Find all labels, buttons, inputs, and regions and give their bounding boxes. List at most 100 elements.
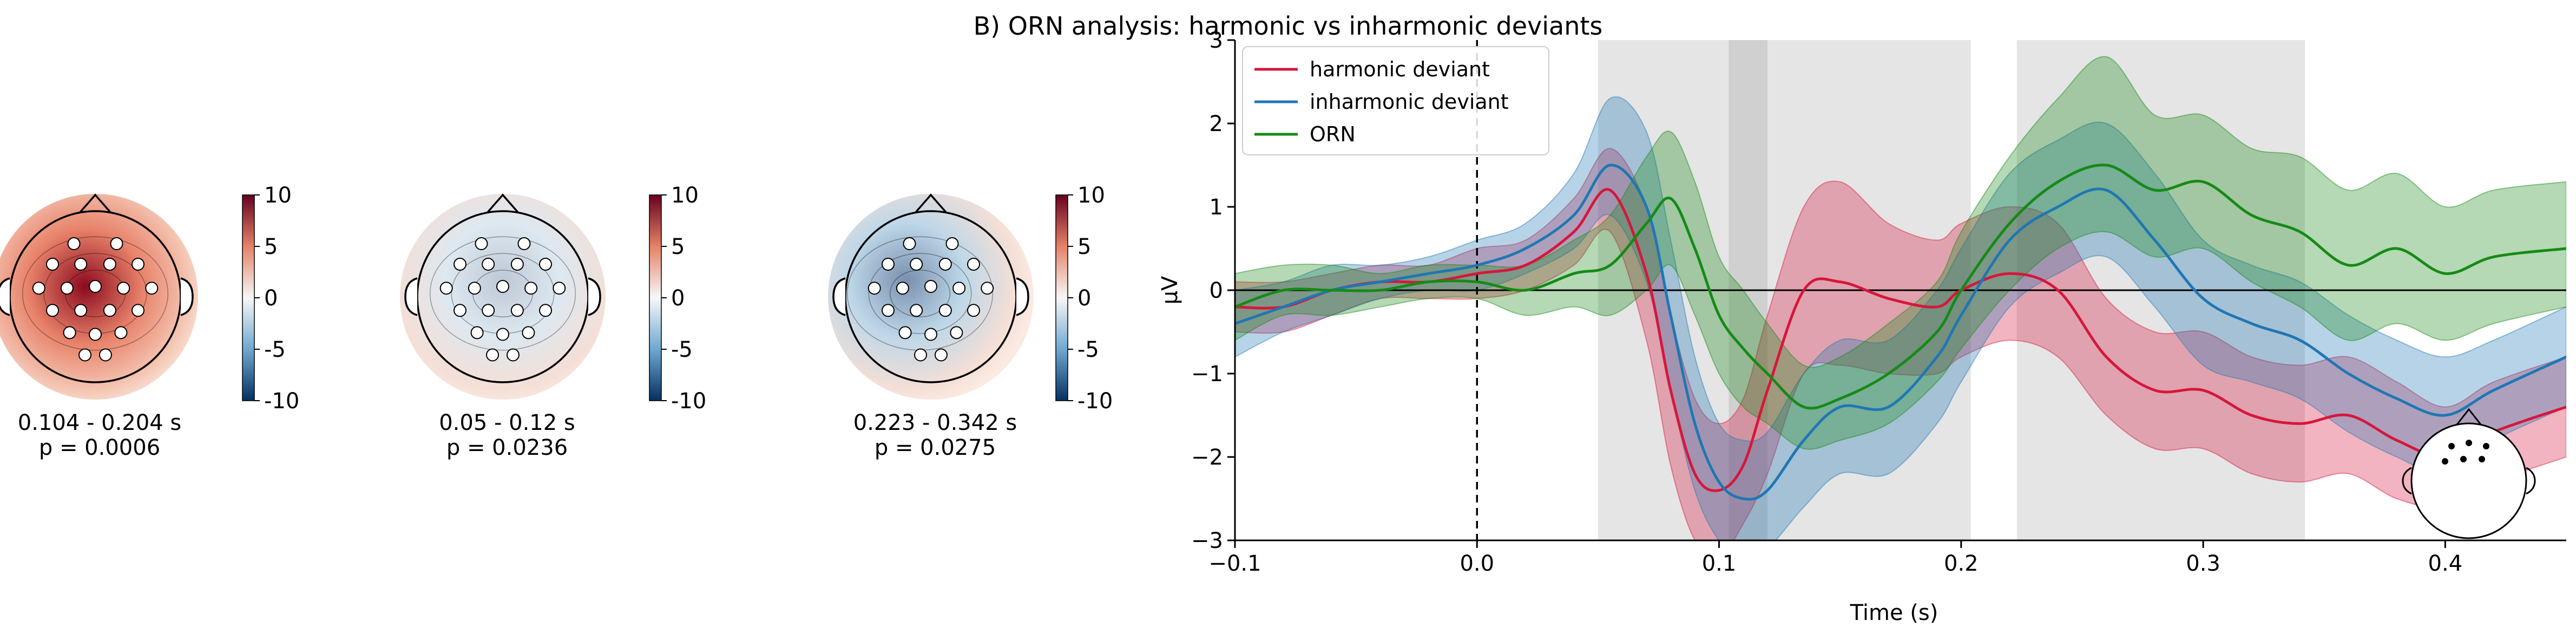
- topomap-contour: [429, 236, 576, 351]
- y-tick-label: −3: [1191, 528, 1223, 553]
- colorbar-tick-label: 10: [1077, 183, 1105, 208]
- topomap-electrode: [934, 348, 948, 362]
- topomap-electrode: [945, 237, 959, 251]
- topomap-electrode: [882, 257, 895, 271]
- topomap-electrode: [89, 328, 102, 341]
- topomap-electrode: [103, 257, 116, 271]
- colorbar-tick-label: -5: [1077, 337, 1099, 362]
- topomap-electrode: [938, 304, 952, 317]
- topomap-electrode: [898, 326, 912, 339]
- topomap-1: 0.104 - 0.204 sp = 0.0006 10 5 0 -5 -10: [0, 183, 299, 460]
- topomap-electrode: [63, 326, 76, 339]
- topomap-electrode: [868, 282, 881, 295]
- legend-label-inharmonic: inharmonic deviant: [1310, 90, 1509, 114]
- series-line-harmonic: [1235, 188, 2566, 492]
- colorbar-tick-label: -5: [671, 337, 693, 362]
- topomap-electrode: [924, 328, 937, 341]
- topomap-electrode: [517, 237, 531, 251]
- colorbar-tick-label: 0: [1077, 286, 1091, 311]
- x-tick-label: 0.0: [1460, 551, 1494, 576]
- colorbar: [1055, 194, 1068, 401]
- topomap-electrode: [952, 282, 966, 295]
- inset-sensor-dot: [2460, 456, 2467, 462]
- topomap-p-label: p = 0.0236: [446, 435, 568, 460]
- band-orn: [1235, 56, 2566, 450]
- topomap-electrode: [896, 282, 909, 295]
- topomap-ear-left: [404, 277, 418, 316]
- topomap-electrode: [882, 304, 895, 317]
- inset-sensor-dot: [2479, 456, 2485, 462]
- x-tick-label: 0.1: [1702, 551, 1737, 576]
- topomap-electrode: [506, 348, 520, 362]
- topomap-nose: [79, 193, 111, 213]
- topomap-field: [0, 194, 198, 400]
- inset-ear-left: [2402, 467, 2412, 495]
- legend-frame: [1242, 46, 1549, 155]
- topomap-electrode: [482, 304, 495, 317]
- topomap-electrode: [132, 257, 144, 271]
- y-tick-label: 3: [1210, 28, 1223, 53]
- topomap-electrode: [967, 257, 980, 271]
- topomap-contour: [868, 253, 972, 334]
- topomap-electrode: [981, 282, 994, 295]
- topomap-electrode: [522, 326, 535, 339]
- topomap-electrode: [470, 326, 484, 339]
- topomap-electrode: [510, 304, 524, 317]
- colorbar-tick-label: 5: [1077, 234, 1091, 259]
- inset-sensor-dot: [2448, 443, 2455, 449]
- legend: harmonic deviant inharmonic deviant ORN: [1242, 46, 1549, 155]
- topomap-electrode: [67, 237, 81, 251]
- topomap-ear-left: [0, 277, 10, 316]
- topomap-electrode: [482, 257, 495, 271]
- topomap-electrode: [910, 304, 923, 317]
- topomap-electrode: [486, 348, 500, 362]
- sensor-inset-head: [2402, 408, 2536, 539]
- topomap-electrode: [454, 257, 466, 271]
- topomap-field: [828, 194, 1034, 400]
- x-tick-label: 0.2: [1944, 551, 1979, 576]
- colorbar-tick-label: -5: [264, 337, 286, 362]
- topomap-electrode: [78, 348, 92, 362]
- colorbar-tick-label: -10: [1077, 389, 1113, 414]
- colorbar-tick-label: -10: [264, 389, 299, 414]
- topomap-electrode: [496, 280, 509, 293]
- inset-head-outline: [2410, 422, 2527, 539]
- x-tick-label: 0.3: [2186, 551, 2220, 576]
- topomap-electrode: [510, 257, 524, 271]
- topomap-electrode: [950, 326, 963, 339]
- topomap-electrode: [74, 304, 88, 317]
- topomap-electrode: [539, 304, 552, 317]
- x-axis-label: Time (s): [1850, 600, 1938, 625]
- inset-nose: [2456, 408, 2482, 425]
- topomap-electrode: [74, 257, 88, 271]
- topomap-contour: [22, 236, 169, 351]
- topomap-electrode: [967, 304, 980, 317]
- topomap-contour: [889, 270, 951, 317]
- topomap-p-label: p = 0.0275: [875, 435, 996, 460]
- topomap-electrode: [539, 257, 552, 271]
- topomap-electrode: [524, 282, 538, 295]
- topomap-ear-left: [832, 277, 846, 316]
- topomap-nose: [487, 193, 519, 213]
- topomap-electrode: [468, 282, 481, 295]
- topomap-ear-right: [1016, 277, 1029, 316]
- topomap-electrode: [98, 348, 112, 362]
- topomap-ear-right: [180, 277, 194, 316]
- colorbar-tick-label: 10: [264, 183, 292, 208]
- colorbar-tick-label: 0: [671, 286, 685, 311]
- topomap-electrode: [117, 282, 130, 295]
- y-tick-label: −2: [1191, 445, 1223, 470]
- inset-sensor-dot: [2466, 440, 2472, 446]
- colorbar: [242, 194, 255, 401]
- colorbar-tick-label: 5: [264, 234, 278, 259]
- legend-label-orn: ORN: [1310, 122, 1356, 146]
- colorbar: [649, 194, 662, 401]
- topomap-field: [400, 194, 606, 400]
- topomap-time-label: 0.05 - 0.12 s: [439, 410, 575, 435]
- y-tick-label: −1: [1191, 362, 1223, 387]
- topomap-electrode: [903, 237, 916, 251]
- inset-sensor-dot: [2483, 443, 2489, 449]
- y-tick-label: 0: [1210, 278, 1223, 303]
- topomap-electrode: [910, 257, 923, 271]
